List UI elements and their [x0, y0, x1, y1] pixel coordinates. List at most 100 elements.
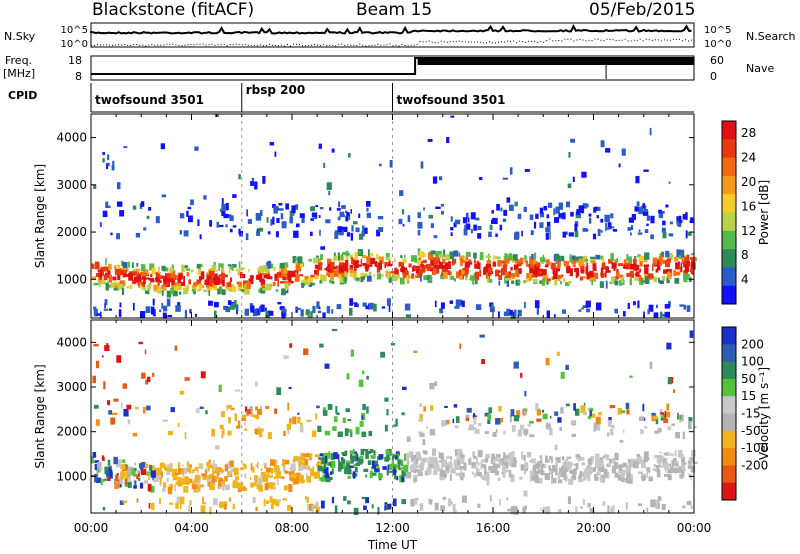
range-cell [213, 301, 219, 308]
range-cell [229, 215, 234, 221]
range-cell [133, 302, 135, 311]
range-cell [184, 309, 187, 318]
range-cell [433, 257, 438, 265]
range-cell [604, 214, 610, 223]
range-cell [484, 458, 488, 463]
range-cell [449, 300, 453, 304]
range-cell [536, 306, 539, 315]
range-cell [636, 461, 639, 469]
range-cell [208, 271, 215, 277]
range-cell [110, 232, 113, 236]
range-cell [360, 259, 363, 265]
range-cell [378, 454, 384, 460]
range-cell [497, 259, 502, 267]
range-cell [338, 229, 344, 236]
range-cell [119, 302, 122, 308]
range-cell [505, 272, 511, 280]
range-cell [91, 456, 94, 464]
range-cell [446, 137, 450, 144]
range-cell [664, 473, 669, 477]
range-cell [644, 457, 650, 461]
range-cell [324, 467, 327, 475]
range-cell [522, 408, 528, 412]
range-cell [310, 218, 314, 221]
colorbar-segment [722, 175, 736, 195]
range-cell [621, 477, 627, 481]
range-cell [144, 464, 149, 469]
range-cell [536, 409, 541, 416]
range-cell [178, 291, 182, 295]
range-cell [464, 268, 469, 272]
range-cell [524, 169, 530, 172]
y-tick-label: 4000 [56, 335, 87, 349]
range-cell [188, 504, 191, 512]
range-cell [270, 459, 276, 466]
range-cell [690, 262, 696, 270]
range-cell [157, 266, 160, 274]
range-cell [660, 412, 664, 415]
range-cell [674, 450, 677, 457]
range-cell [171, 468, 178, 477]
range-cell [270, 219, 273, 226]
range-cell [633, 301, 636, 306]
beam-label: Beam 15 [356, 0, 433, 20]
range-cell [249, 406, 253, 414]
range-cell [339, 277, 345, 283]
range-cell [167, 314, 173, 317]
range-cell [448, 498, 452, 507]
range-cell [101, 456, 105, 461]
range-cell [341, 205, 346, 209]
range-cell [283, 430, 286, 436]
range-cell [607, 432, 610, 437]
range-cell [483, 475, 488, 481]
range-cell [279, 262, 285, 269]
range-cell [418, 419, 424, 422]
colorbar-segment [722, 157, 736, 177]
range-cell [439, 468, 443, 471]
range-cell [484, 266, 489, 270]
range-cell [662, 220, 666, 226]
range-cell [553, 208, 556, 216]
range-cell [212, 475, 217, 483]
range-cell [144, 277, 150, 280]
range-cell [319, 453, 324, 457]
range-cell [448, 261, 451, 269]
range-cell [265, 405, 270, 410]
range-cell [683, 456, 686, 465]
range-cell [602, 455, 606, 459]
range-cell [498, 275, 502, 280]
range-cell [95, 419, 100, 426]
range-cell [545, 264, 549, 268]
range-cell [486, 260, 491, 268]
range-cell [238, 261, 241, 269]
range-cell [337, 270, 342, 275]
range-cell [443, 272, 448, 279]
range-cell [575, 270, 578, 278]
range-cell [653, 312, 659, 318]
range-cell [260, 210, 263, 217]
range-cell [510, 409, 515, 417]
range-cell [102, 210, 108, 218]
range-cell [147, 483, 152, 492]
range-cell [560, 255, 565, 262]
range-cell [239, 274, 246, 279]
range-cell [317, 425, 322, 432]
range-cell [690, 257, 694, 261]
range-cell [219, 501, 225, 508]
range-cell [459, 273, 463, 280]
range-cell [580, 263, 585, 272]
colorbar-tick-label: 50 [741, 372, 756, 386]
range-cell [232, 503, 235, 510]
range-cell [690, 505, 693, 510]
range-cell [533, 258, 536, 265]
range-cell [438, 261, 442, 265]
range-cell [357, 251, 362, 254]
range-cell [575, 454, 581, 458]
range-cell [346, 232, 351, 237]
range-cell [287, 402, 290, 411]
range-cell [247, 219, 252, 224]
range-cell [402, 262, 405, 270]
range-cell [654, 455, 658, 459]
range-cell [481, 359, 485, 365]
range-cell [208, 478, 211, 482]
